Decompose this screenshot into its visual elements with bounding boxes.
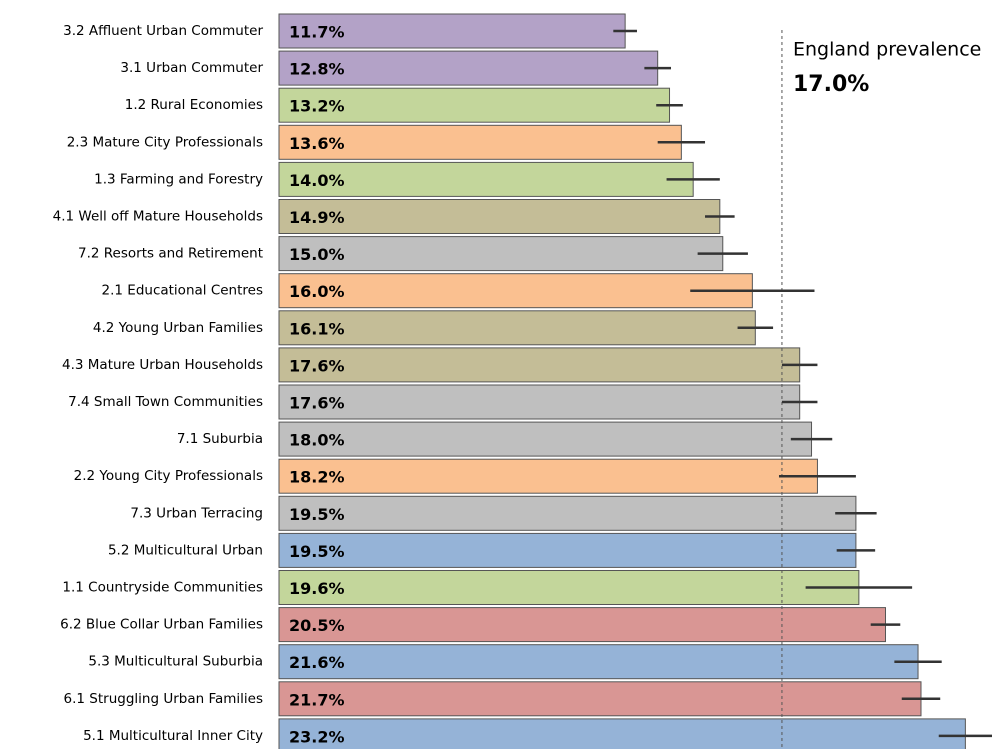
value-label: 21.7% bbox=[289, 690, 345, 709]
bar bbox=[278, 718, 966, 749]
value-label: 16.1% bbox=[289, 319, 345, 338]
value-label: 23.2% bbox=[289, 727, 345, 746]
bar bbox=[278, 50, 659, 86]
value-label: 14.9% bbox=[289, 208, 345, 227]
category-label: 3.2 Affluent Urban Commuter bbox=[63, 23, 263, 39]
category-label: 5.2 Multicultural Urban bbox=[108, 542, 263, 558]
category-label: 6.1 Struggling Urban Families bbox=[64, 691, 263, 707]
bar bbox=[278, 161, 694, 197]
bar bbox=[278, 124, 682, 160]
value-label: 17.6% bbox=[289, 356, 345, 375]
bar bbox=[278, 570, 860, 605]
value-label: 15.0% bbox=[289, 245, 345, 264]
category-label: 5.1 Multicultural Inner City bbox=[83, 728, 263, 744]
category-label: 4.1 Well off Mature Households bbox=[53, 209, 263, 225]
bar bbox=[278, 347, 801, 383]
value-label: 18.2% bbox=[289, 468, 345, 487]
value-label: 18.0% bbox=[289, 431, 345, 450]
bar bbox=[278, 421, 813, 457]
bar bbox=[278, 87, 671, 123]
bar bbox=[278, 458, 818, 494]
category-label: 1.3 Farming and Forestry bbox=[94, 171, 263, 187]
bar bbox=[278, 236, 724, 272]
category-label: 7.3 Urban Terracing bbox=[130, 505, 263, 521]
value-label: 19.6% bbox=[289, 579, 345, 598]
value-label: 16.0% bbox=[289, 282, 345, 301]
value-label: 19.5% bbox=[289, 505, 345, 524]
category-label: 2.1 Educational Centres bbox=[102, 283, 263, 299]
bar bbox=[278, 273, 753, 309]
bar bbox=[278, 681, 922, 717]
value-label: 13.6% bbox=[289, 134, 345, 153]
reference-label: England prevalence bbox=[793, 39, 981, 61]
category-label: 1.1 Countryside Communities bbox=[62, 580, 263, 596]
value-label: 17.6% bbox=[289, 394, 345, 413]
category-label: 4.2 Young Urban Families bbox=[93, 320, 263, 336]
category-label: 7.4 Small Town Communities bbox=[68, 394, 263, 410]
bar bbox=[278, 607, 886, 643]
category-label: 6.2 Blue Collar Urban Families bbox=[60, 617, 263, 633]
category-label: 4.3 Mature Urban Households bbox=[62, 357, 263, 373]
value-label: 14.0% bbox=[289, 171, 345, 190]
bar bbox=[278, 13, 626, 49]
value-label: 19.5% bbox=[289, 542, 345, 561]
category-label: 5.3 Multicultural Suburbia bbox=[88, 654, 263, 670]
value-label: 20.5% bbox=[289, 616, 345, 635]
value-label: 21.6% bbox=[289, 653, 345, 672]
category-label: 7.2 Resorts and Retirement bbox=[78, 246, 263, 262]
category-label: 2.3 Mature City Professionals bbox=[67, 134, 263, 150]
category-label: 2.2 Young City Professionals bbox=[74, 468, 263, 484]
bar bbox=[278, 532, 857, 568]
value-label: 12.8% bbox=[289, 60, 345, 79]
bar bbox=[278, 310, 756, 346]
bar bbox=[278, 384, 801, 420]
category-label: 1.2 Rural Economies bbox=[125, 97, 263, 113]
bar bbox=[278, 644, 919, 680]
bar bbox=[278, 199, 721, 234]
value-label: 13.2% bbox=[289, 97, 345, 116]
category-label: 3.1 Urban Commuter bbox=[120, 60, 263, 76]
bar bbox=[278, 495, 857, 531]
value-label: 11.7% bbox=[289, 23, 345, 42]
category-label: 7.1 Suburbia bbox=[177, 431, 263, 447]
reference-value-label: 17.0% bbox=[793, 72, 869, 97]
